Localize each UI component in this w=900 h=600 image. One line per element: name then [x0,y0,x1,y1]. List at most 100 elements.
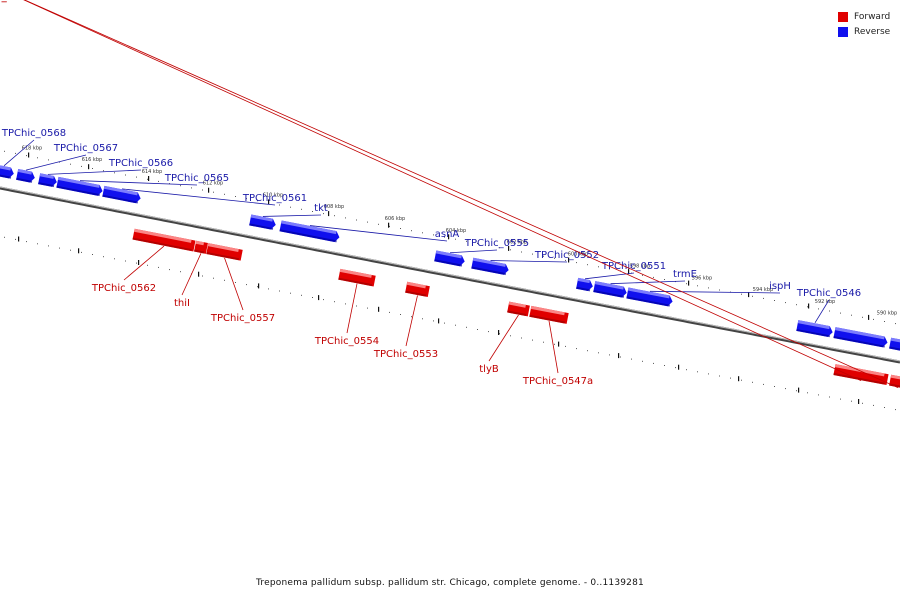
legend: Forward Reverse [838,9,890,39]
reverse-gene [38,173,57,188]
backbone-line [0,186,900,364]
reverse-track-dot [158,180,159,182]
forward-track-dot [763,383,764,385]
reverse-track-dot [48,159,49,161]
gene-label: TPChic_0565 [164,173,229,184]
reverse-track-dot [59,161,60,163]
forward-track-dot [620,356,621,358]
gene-shadow [38,182,55,188]
forward-track-dot [81,251,82,253]
reverse-tick [808,303,810,309]
forward-track-dot [92,254,93,255]
forward-track-dot [444,322,445,324]
forward-tick [198,271,200,277]
reverse-track-dot [433,234,434,236]
tick-label: 616 kbp [82,157,102,163]
gene-shadow [576,286,591,292]
forward-track-dot [213,277,214,279]
reverse-track-dot [477,243,478,244]
reverse-track-dot [378,223,379,225]
reverse-track-dot [92,168,93,169]
forward-track-dot [312,297,313,298]
forward-gene [507,301,530,317]
gene-label: TPChic_0553 [373,349,438,360]
reverse-track-dot [521,251,522,253]
gene-label: TPChic_0568 [1,128,66,139]
reverse-track-dot [279,204,280,206]
forward-track-dot [257,286,258,288]
forward-track-dot [26,241,27,243]
reverse-tick [328,211,330,217]
gene-shadow [279,229,337,243]
forward-track-dot [565,345,566,347]
gene-highlight [577,277,590,284]
forward-track-dot [708,373,709,375]
reverse-track-dot [510,249,511,251]
reverse-track-dot [609,268,610,270]
forward-track-dot [59,247,60,249]
gene-label: tkt [314,203,328,214]
reverse-track-dot [26,155,27,157]
reverse-gene [102,185,141,204]
forward-track-dot [510,335,511,337]
forward-tick [378,306,380,312]
reverse-gene [889,337,900,352]
gene-shadow [529,314,566,324]
forward-track-dot [576,348,577,350]
reverse-track-dot [389,225,390,227]
gene-shadow [405,290,427,297]
forward-tick [858,399,860,404]
gene-label: TPChic_0561 [242,193,307,204]
reverse-track-dot [180,185,181,187]
forward-track-dot [851,400,852,402]
gene-highlight [627,287,670,299]
gene-features [0,164,900,389]
tick-label: 606 kbp [385,216,405,222]
reverse-gene [279,220,340,243]
gene-highlight [406,281,426,289]
label-leader-line [25,154,87,171]
forward-track-dot [818,394,819,396]
tick-label: 604 kbp [446,228,466,234]
label-leader-line [610,280,686,285]
gene-shadow [56,185,100,197]
reverse-track-dot [653,276,654,278]
forward-track-dot [4,236,5,238]
tick-label: 618 kbp [22,145,42,151]
reverse-track-dot [356,219,357,221]
genome-backbone [0,186,900,364]
forward-track-dot [477,329,478,330]
label-leader-line [79,180,198,186]
forward-tick [498,330,500,335]
tick-label: 590 kbp [877,311,897,317]
gene-label: tlyB [479,364,499,375]
forward-track-dot [873,404,874,406]
forward-track-dot [114,258,115,260]
forward-track-dot [334,301,335,303]
gene-shadow [626,296,670,307]
reverse-gene [626,287,673,307]
forward-track-dot [730,377,731,379]
reverse-track-dot [224,193,225,195]
reverse-track-dot [323,213,324,215]
gene-shadow [16,177,33,183]
forward-tick [618,353,620,359]
label-leader-line [23,0,899,388]
forward-track-dot [15,238,16,240]
forward-track-dot [532,339,533,341]
reverse-track-dot [114,172,115,174]
reverse-gene [16,168,35,183]
gene-label: thiI [174,298,190,309]
forward-track-dot [125,260,126,262]
label-leader-line [224,257,244,311]
gene-shadow [338,277,373,287]
reverse-track-dot [411,230,412,232]
reverse-track-dot [818,308,819,310]
forward-track-dot [719,375,720,377]
forward-track-dot [796,390,797,392]
forward-tick [738,376,740,382]
label-leader-line [181,253,202,296]
reverse-track-dot [807,306,808,308]
label-leader-line [449,249,498,254]
reverse-track-dot [125,174,126,176]
